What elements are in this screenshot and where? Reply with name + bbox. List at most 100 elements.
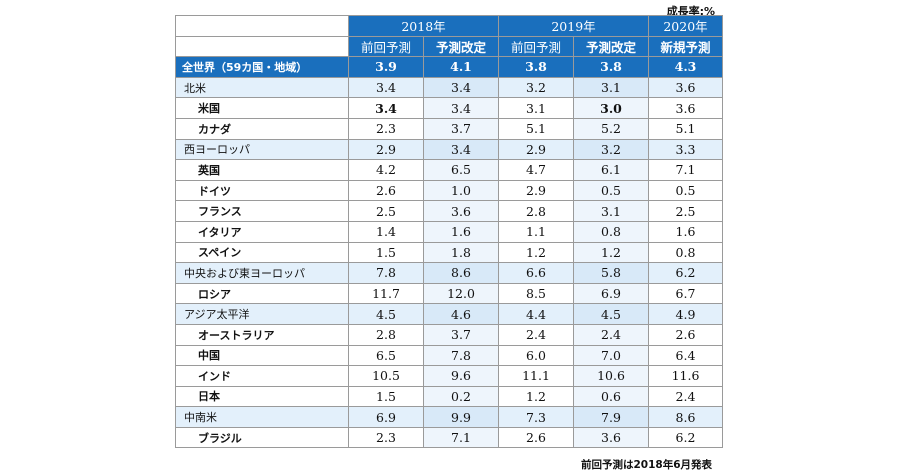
cell-value: 5.8	[573, 262, 649, 284]
sub-header-2018-previous: 前回予測	[348, 35, 424, 58]
cell-value: 3.9	[348, 56, 424, 78]
cell-value: 7.1	[648, 159, 723, 181]
cell-value: 2.6	[648, 323, 723, 346]
cell-value: 1.6	[648, 220, 723, 243]
cell-value: 6.6	[498, 262, 574, 284]
cell-value: 4.1	[423, 56, 499, 78]
cell-value: 3.4	[423, 76, 499, 99]
cell-value: 3.6	[423, 200, 499, 222]
cell-value: 6.9	[348, 406, 424, 428]
cell-value: 0.6	[573, 385, 649, 408]
table-row-country: カナダ 2.3 3.7 5.1 5.2 5.1	[175, 117, 723, 140]
cell-value: 0.8	[648, 241, 723, 264]
cell-value: 9.6	[423, 365, 499, 387]
cell-value: 2.8	[498, 200, 574, 222]
cell-value: 11.7	[348, 282, 424, 305]
table-row-country: 日本 1.5 0.2 1.2 0.6 2.4	[175, 385, 723, 408]
table-row-country: オーストラリア 2.8 3.7 2.4 2.4 2.6	[175, 323, 723, 346]
cell-value: 2.4	[648, 385, 723, 408]
row-label: 全世界（59カ国・地域）	[175, 56, 349, 78]
table-row-region: 西ヨーロッパ 2.9 3.4 2.9 3.2 3.3	[175, 138, 723, 161]
cell-value: 3.0	[573, 97, 649, 119]
cell-value: 0.5	[648, 179, 723, 202]
row-label: 日本	[175, 385, 349, 408]
cell-value: 7.8	[423, 344, 499, 367]
cell-value: 4.2	[348, 159, 424, 181]
cell-value: 4.4	[498, 303, 574, 325]
cell-value: 10.6	[573, 365, 649, 387]
sub-header-row: 前回予測 予測改定 前回予測 予測改定 新規予測	[175, 35, 723, 58]
cell-value: 4.3	[648, 56, 723, 78]
row-label: 中央および東ヨーロッパ	[175, 262, 349, 284]
cell-value: 11.1	[498, 365, 574, 387]
row-label: 北米	[175, 76, 349, 99]
cell-value: 8.6	[423, 262, 499, 284]
cell-value: 8.6	[648, 406, 723, 428]
cell-value: 2.9	[498, 179, 574, 202]
cell-value: 5.2	[573, 117, 649, 140]
table-row-country: ブラジル 2.3 7.1 2.6 3.6 6.2	[175, 426, 723, 449]
cell-value: 1.2	[573, 241, 649, 264]
cell-value: 3.7	[423, 117, 499, 140]
cell-value: 1.6	[423, 220, 499, 243]
row-label: ドイツ	[175, 179, 349, 202]
sub-header-2020-new: 新規予測	[648, 35, 723, 58]
sub-header-2019-previous: 前回予測	[498, 35, 574, 58]
table-row-region: 中央および東ヨーロッパ 7.8 8.6 6.6 5.8 6.2	[175, 262, 723, 284]
cell-value: 2.8	[348, 323, 424, 346]
cell-value: 2.9	[498, 138, 574, 161]
cell-value: 11.6	[648, 365, 723, 387]
row-label: 米国	[175, 97, 349, 119]
cell-value: 3.4	[348, 76, 424, 99]
cell-value: 2.4	[498, 323, 574, 346]
header-blank-cell	[175, 15, 349, 37]
row-label: カナダ	[175, 117, 349, 140]
table-row-country: イタリア 1.4 1.6 1.1 0.8 1.6	[175, 220, 723, 243]
cell-value: 3.8	[498, 56, 574, 78]
cell-value: 7.9	[573, 406, 649, 428]
cell-value: 3.4	[423, 97, 499, 119]
row-label: アジア太平洋	[175, 303, 349, 325]
cell-value: 2.3	[348, 426, 424, 449]
cell-value: 5.1	[648, 117, 723, 140]
year-header-row: 2018年 2019年 2020年	[175, 15, 723, 37]
cell-value: 6.2	[648, 426, 723, 449]
row-label: ブラジル	[175, 426, 349, 449]
cell-value: 1.5	[348, 385, 424, 408]
cell-value: 3.2	[573, 138, 649, 161]
cell-value: 3.1	[573, 76, 649, 99]
cell-value: 7.1	[423, 426, 499, 449]
cell-value: 2.9	[348, 138, 424, 161]
cell-value: 1.2	[498, 385, 574, 408]
cell-value: 4.9	[648, 303, 723, 325]
unit-label: 成長率:%	[666, 5, 715, 18]
table-row-country: 英国 4.2 6.5 4.7 6.1 7.1	[175, 159, 723, 181]
table-row-country: インド 10.5 9.6 11.1 10.6 11.6	[175, 365, 723, 387]
cell-value: 3.8	[573, 56, 649, 78]
cell-value: 2.6	[348, 179, 424, 202]
table-row-region: 中南米 6.9 9.9 7.3 7.9 8.6	[175, 406, 723, 428]
row-label: スペイン	[175, 241, 349, 264]
cell-value: 1.0	[423, 179, 499, 202]
table-row-country: フランス 2.5 3.6 2.8 3.1 2.5	[175, 200, 723, 222]
cell-value: 3.6	[648, 97, 723, 119]
cell-value: 3.6	[648, 76, 723, 99]
cell-value: 3.6	[573, 426, 649, 449]
cell-value: 3.1	[573, 200, 649, 222]
table-row-country: スペイン 1.5 1.8 1.2 1.2 0.8	[175, 241, 723, 264]
cell-value: 2.4	[573, 323, 649, 346]
table-row-country: ドイツ 2.6 1.0 2.9 0.5 0.5	[175, 179, 723, 202]
cell-value: 12.0	[423, 282, 499, 305]
cell-value: 6.4	[648, 344, 723, 367]
cell-value: 6.1	[573, 159, 649, 181]
year-header-2018: 2018年	[348, 15, 499, 37]
growth-rate-table: 2018年 2019年 2020年 前回予測 予測改定 前回予測 予測改定 新規…	[175, 15, 723, 449]
sub-header-2019-revised: 予測改定	[573, 35, 649, 58]
cell-value: 4.5	[348, 303, 424, 325]
year-header-2020: 2020年	[648, 15, 723, 37]
cell-value: 6.0	[498, 344, 574, 367]
cell-value: 7.8	[348, 262, 424, 284]
cell-value: 4.5	[573, 303, 649, 325]
cell-value: 1.1	[498, 220, 574, 243]
row-label: 西ヨーロッパ	[175, 138, 349, 161]
